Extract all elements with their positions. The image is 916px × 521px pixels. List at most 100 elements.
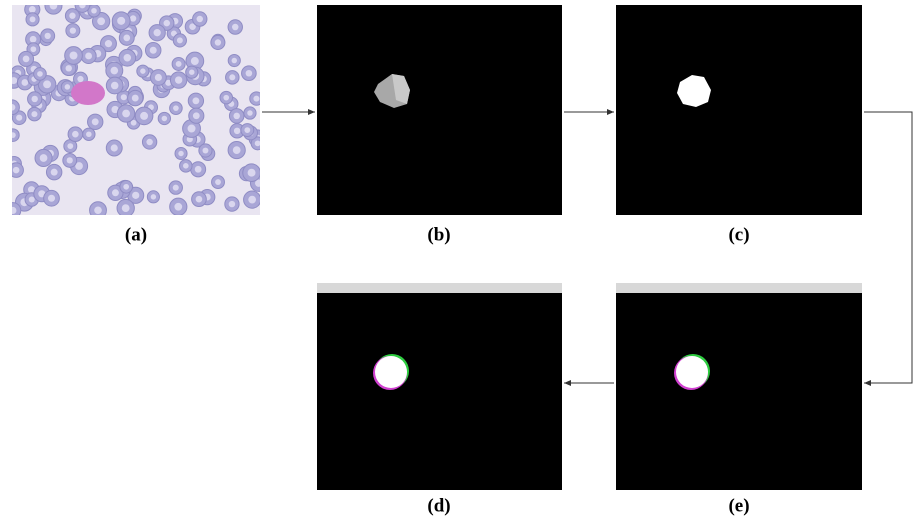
blood-cell <box>69 13 75 19</box>
overlap-region <box>375 356 407 388</box>
blood-cell <box>229 74 235 80</box>
blood-cell <box>176 61 182 67</box>
figure: (a) (b) (c) (d) (e) <box>0 0 916 521</box>
blood-cell <box>70 52 78 60</box>
blood-cell <box>70 27 76 33</box>
blood-cell <box>105 40 112 47</box>
blood-cell <box>202 148 208 154</box>
blood-cell <box>146 139 152 145</box>
blood-cell <box>16 115 22 121</box>
blood-cell <box>233 113 240 120</box>
blood-cell <box>31 96 37 102</box>
blood-cell <box>91 8 97 14</box>
panel-label: (d) <box>427 495 450 516</box>
blood-cell <box>255 140 261 146</box>
blood-cell <box>229 201 235 207</box>
blood-cell <box>77 76 83 82</box>
page: (a) (b) (c) (d) (e) (() => { const data … <box>0 0 916 521</box>
blood-cell <box>123 35 130 42</box>
blood-cell <box>132 95 139 102</box>
blood-cell <box>79 2 86 9</box>
blood-cell <box>67 157 73 163</box>
blood-cell <box>140 68 145 73</box>
overlap-region <box>676 356 708 388</box>
blood-cell <box>195 166 202 173</box>
blood-cell <box>223 95 229 101</box>
blood-cell <box>117 17 125 25</box>
blood-cell <box>67 143 73 149</box>
blood-cell <box>23 56 30 63</box>
blood-cell <box>154 29 161 36</box>
window-bar <box>616 283 862 293</box>
blood-cell <box>112 189 119 196</box>
blood-cell <box>253 96 259 102</box>
blood-cell <box>9 104 16 111</box>
blood-cell <box>178 151 183 156</box>
blood-cell <box>10 77 17 84</box>
blood-cell <box>122 110 130 118</box>
blood-cell <box>66 65 72 71</box>
overlay-image <box>616 293 862 490</box>
blood-cell <box>13 167 20 174</box>
blood-cell <box>65 84 70 89</box>
blood-cell <box>111 67 119 75</box>
blood-cell <box>215 179 221 185</box>
blood-cell <box>29 6 36 13</box>
blood-cell <box>155 74 162 81</box>
blood-cell <box>122 204 130 212</box>
blood-cell <box>174 203 182 211</box>
panel-label: (e) <box>728 495 749 516</box>
blood-cell <box>188 125 196 133</box>
blood-cell <box>30 46 36 52</box>
blood-cell <box>94 206 102 214</box>
blood-cell <box>196 196 203 203</box>
white-blood-cell <box>71 81 105 105</box>
binary-mask <box>616 5 862 215</box>
blood-cell <box>48 195 55 202</box>
blood-cell <box>197 16 203 22</box>
panel-label: (a) <box>125 224 147 245</box>
blood-cell <box>173 105 179 111</box>
blood-cell <box>40 154 48 162</box>
blood-cell <box>232 58 237 63</box>
blood-cell <box>150 47 157 54</box>
blood-cell <box>189 69 194 74</box>
blood-cell <box>234 128 240 134</box>
blood-cell <box>175 76 182 83</box>
blood-cell <box>30 36 37 43</box>
blood-cell <box>31 111 37 117</box>
blood-cell <box>111 144 118 151</box>
blood-cell <box>45 33 51 39</box>
blood-cell <box>192 97 199 104</box>
arrow <box>864 112 912 383</box>
blood-cell <box>215 39 221 45</box>
blood-cell <box>162 116 168 122</box>
blood-cell <box>248 196 256 204</box>
blood-cell <box>248 169 256 177</box>
blood-cell <box>51 169 58 176</box>
overlay-image <box>317 293 562 490</box>
blood-cell <box>123 184 129 190</box>
panel-label: (c) <box>728 224 749 245</box>
blood-cell <box>97 17 105 25</box>
blood-cell <box>21 79 28 86</box>
blood-cell <box>164 20 170 26</box>
blood-cell <box>85 53 92 60</box>
blood-cell <box>29 196 35 202</box>
blood-cell <box>247 110 252 115</box>
blood-cell <box>132 192 139 199</box>
blood-cell <box>177 37 183 43</box>
blood-cell <box>183 163 189 169</box>
blood-cell <box>191 57 199 65</box>
blood-cell <box>244 127 250 133</box>
blood-cell <box>9 207 16 214</box>
blood-cell <box>232 24 238 30</box>
window-bar <box>317 283 562 293</box>
blood-cell <box>151 194 156 199</box>
blood-cell <box>30 16 36 22</box>
blood-cell <box>124 54 132 62</box>
blood-cell <box>130 15 136 21</box>
blood-cell <box>37 71 43 77</box>
blood-cell <box>50 2 58 10</box>
blood-cell <box>233 146 241 154</box>
